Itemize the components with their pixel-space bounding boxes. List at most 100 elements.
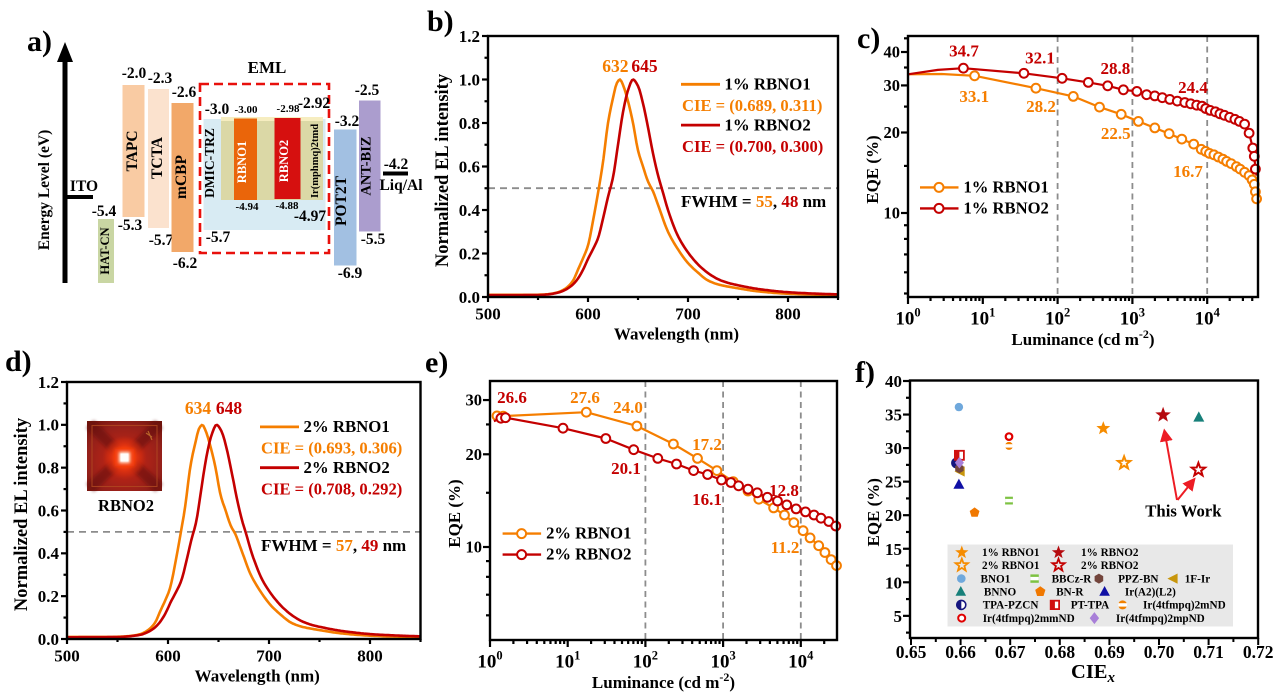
svg-text:1% RBNO2: 1% RBNO2 (725, 115, 811, 134)
svg-text:Wavelength (nm): Wavelength (nm) (614, 325, 739, 344)
svg-text:800: 800 (775, 305, 801, 324)
svg-text:Ir(4tfmpq)2mmND: Ir(4tfmpq)2mmND (983, 613, 1075, 625)
svg-text:1.0: 1.0 (38, 416, 59, 435)
svg-text:0.6: 0.6 (459, 157, 480, 176)
svg-text:5: 5 (894, 607, 903, 626)
svg-text:ANT-BIZ: ANT-BIZ (359, 136, 375, 195)
svg-text:EQE (%): EQE (%) (864, 478, 883, 546)
svg-text:700: 700 (256, 647, 282, 666)
svg-text:Ir(4tfmpq)2mND: Ir(4tfmpq)2mND (1143, 600, 1226, 612)
svg-text:28.8: 28.8 (1101, 59, 1131, 78)
svg-text:Ir(A2)(L2): Ir(A2)(L2) (1125, 586, 1176, 598)
svg-text:-2.6: -2.6 (172, 84, 197, 101)
svg-text:500: 500 (54, 647, 80, 666)
svg-text:RBNO1: RBNO1 (235, 141, 249, 183)
svg-text:-3.00: -3.00 (235, 104, 258, 116)
svg-text:0.70: 0.70 (1144, 642, 1175, 662)
svg-text:0.65: 0.65 (896, 642, 927, 662)
svg-text:800: 800 (357, 647, 383, 666)
svg-text:PPZ-BN: PPZ-BN (1118, 573, 1158, 585)
svg-text:12.8: 12.8 (769, 481, 799, 500)
svg-text:0.6: 0.6 (38, 501, 59, 520)
svg-text:POT2T: POT2T (333, 175, 350, 226)
svg-text:1F-Ir: 1F-Ir (1185, 573, 1211, 585)
svg-text:20: 20 (885, 506, 902, 525)
svg-text:ITO: ITO (70, 178, 98, 195)
svg-text:2% RBNO1: 2% RBNO1 (982, 560, 1040, 572)
svg-text:-2.92: -2.92 (298, 95, 331, 112)
svg-text:648: 648 (216, 398, 243, 418)
svg-text:1.2: 1.2 (459, 27, 480, 46)
svg-text:CIE = (0.693, 0.306): CIE = (0.693, 0.306) (261, 439, 402, 458)
svg-text:24.0: 24.0 (613, 398, 643, 417)
svg-text:0.71: 0.71 (1193, 642, 1224, 662)
svg-text:600: 600 (575, 305, 601, 324)
svg-text:634: 634 (185, 398, 212, 418)
svg-text:-5.7: -5.7 (149, 232, 174, 249)
svg-text:Ir(mphmq)2tmd: Ir(mphmq)2tmd (310, 124, 321, 198)
svg-text:10: 10 (884, 204, 901, 223)
svg-text:0.69: 0.69 (1094, 642, 1125, 662)
svg-text:FWHM = 57, 49 nm: FWHM = 57, 49 nm (261, 536, 406, 555)
svg-text:16.7: 16.7 (1173, 162, 1203, 181)
svg-text:BNO1: BNO1 (981, 573, 1011, 585)
svg-text:20.1: 20.1 (611, 459, 641, 478)
svg-text:1% RBNO2: 1% RBNO2 (1081, 547, 1139, 559)
svg-text:c): c) (857, 22, 880, 55)
svg-text:RBNO2: RBNO2 (98, 496, 154, 515)
svg-text:-3.2: -3.2 (335, 113, 360, 130)
svg-text:1% RBNO1: 1% RBNO1 (964, 177, 1049, 196)
svg-text:TCTA: TCTA (149, 136, 166, 179)
svg-text:10: 10 (885, 573, 902, 592)
svg-text:f): f) (855, 356, 875, 389)
svg-text:EML: EML (248, 58, 287, 77)
svg-text:26.6: 26.6 (497, 388, 527, 407)
svg-text:30: 30 (466, 391, 483, 410)
svg-text:33.1: 33.1 (959, 87, 989, 106)
svg-text:1.2: 1.2 (38, 373, 59, 392)
svg-text:0.67: 0.67 (995, 642, 1026, 662)
svg-text:25: 25 (885, 473, 902, 492)
svg-text:BN-R: BN-R (1056, 586, 1084, 598)
svg-text:0.8: 0.8 (459, 114, 480, 133)
svg-text:-3.0: -3.0 (205, 101, 230, 118)
svg-text:20: 20 (884, 123, 901, 142)
svg-text:0.4: 0.4 (38, 544, 60, 563)
svg-text:HAT-CN: HAT-CN (98, 227, 112, 274)
svg-text:2% RBNO2: 2% RBNO2 (546, 545, 631, 564)
svg-text:15: 15 (885, 540, 902, 559)
svg-text:101: 101 (970, 306, 995, 330)
svg-text:Liq/Al: Liq/Al (379, 177, 423, 194)
svg-text:1% RBNO1: 1% RBNO1 (982, 547, 1040, 559)
svg-text:11.2: 11.2 (771, 538, 800, 557)
svg-text:0.72: 0.72 (1243, 642, 1274, 662)
svg-text:40: 40 (884, 43, 901, 62)
svg-text:CIE = (0.700, 0.300): CIE = (0.700, 0.300) (682, 137, 823, 156)
svg-text:34.7: 34.7 (949, 42, 979, 61)
svg-text:DMIC-TRZ: DMIC-TRZ (202, 128, 217, 198)
svg-text:24.4: 24.4 (1178, 78, 1208, 97)
svg-text:-5.4: -5.4 (92, 203, 117, 220)
svg-text:600: 600 (155, 647, 181, 666)
svg-text:-4.97: -4.97 (294, 208, 327, 225)
svg-text:500: 500 (475, 305, 501, 324)
svg-text:0.2: 0.2 (459, 244, 480, 263)
svg-text:b): b) (427, 5, 454, 38)
svg-text:-5.3: -5.3 (118, 217, 143, 234)
svg-text:Ir(4tfmpq)2mpND: Ir(4tfmpq)2mpND (1116, 613, 1205, 625)
svg-text:2% RBNO1: 2% RBNO1 (304, 417, 390, 436)
svg-text:1% RBNO1: 1% RBNO1 (725, 75, 811, 94)
svg-text:d): d) (5, 345, 32, 378)
svg-text:-6.9: -6.9 (338, 265, 363, 282)
svg-text:2% RBNO2: 2% RBNO2 (304, 458, 390, 477)
svg-text:PT-TPA: PT-TPA (1071, 600, 1110, 612)
svg-text:mCBP: mCBP (173, 155, 190, 199)
svg-text:35: 35 (885, 406, 902, 425)
svg-text:-2.0: -2.0 (122, 65, 147, 82)
svg-text:0.66: 0.66 (945, 642, 976, 662)
svg-text:-5.7: -5.7 (206, 229, 231, 246)
svg-text:28.2: 28.2 (1026, 97, 1056, 116)
svg-text:27.6: 27.6 (570, 388, 600, 407)
svg-text:TPA-PZCN: TPA-PZCN (983, 600, 1039, 612)
svg-text:20: 20 (466, 445, 483, 464)
